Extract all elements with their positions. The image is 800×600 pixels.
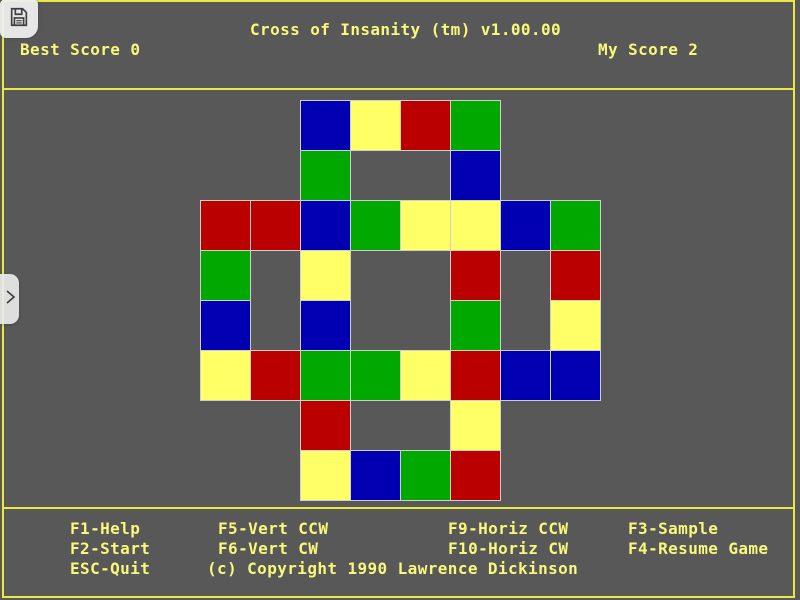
- board-cell: [500, 350, 551, 401]
- board-cell: [400, 350, 451, 401]
- board-cell: [450, 100, 501, 151]
- key-f6-vert-cw: F6-Vert CW: [218, 539, 319, 558]
- board-cell: [400, 200, 451, 251]
- board-cell: [550, 350, 601, 401]
- key-f2-start: F2-Start: [70, 539, 151, 558]
- board-cell: [200, 300, 251, 351]
- board-cell: [400, 100, 451, 151]
- board-cell: [300, 350, 351, 401]
- board-cell: [300, 300, 351, 351]
- board-cell: [450, 200, 501, 251]
- board-cell: [200, 250, 251, 301]
- key-f3-sample: F3-Sample: [628, 519, 719, 538]
- board-cell: [450, 450, 501, 501]
- board-cell: [350, 450, 401, 501]
- game-title: Cross of Insanity (tm) v1.00.00: [250, 20, 562, 39]
- board-cell: [250, 350, 301, 401]
- board-cell: [350, 350, 401, 401]
- board-cell: [450, 150, 501, 201]
- board-cell: [300, 250, 351, 301]
- key-esc-quit: ESC-Quit: [70, 559, 151, 578]
- chevron-right-icon: [3, 288, 17, 310]
- board-cell: [450, 300, 501, 351]
- sidebar-toggle[interactable]: [0, 274, 19, 324]
- board-cell: [550, 300, 601, 351]
- board-cell: [200, 200, 251, 251]
- copyright-text: (c) Copyright 1990 Lawrence Dickinson: [207, 559, 579, 578]
- board-cell: [300, 100, 351, 151]
- key-f9-horiz-ccw: F9-Horiz CCW: [448, 519, 569, 538]
- board-cell: [450, 350, 501, 401]
- board-cell: [300, 450, 351, 501]
- board-cell: [200, 350, 251, 401]
- best-score-text: Best Score 0: [20, 40, 141, 59]
- save-icon: [8, 6, 30, 32]
- board-cell: [300, 150, 351, 201]
- board-cell: [350, 100, 401, 151]
- board-cell: [350, 200, 401, 251]
- save-button[interactable]: [0, 0, 38, 38]
- header-divider: [2, 88, 795, 90]
- board-cell: [400, 450, 451, 501]
- board-cell: [250, 200, 301, 251]
- footer-divider: [2, 507, 795, 509]
- key-f4-resume-game: F4-Resume Game: [628, 539, 769, 558]
- board-cell: [300, 200, 351, 251]
- key-f10-horiz-cw: F10-Horiz CW: [448, 539, 569, 558]
- my-score-text: My Score 2: [598, 40, 699, 59]
- board-cell: [550, 250, 601, 301]
- board-cell: [450, 400, 501, 451]
- key-f1-help: F1-Help: [70, 519, 141, 538]
- key-f5-vert-ccw: F5-Vert CCW: [218, 519, 329, 538]
- board-cell: [500, 200, 551, 251]
- board-cell: [300, 400, 351, 451]
- board-cell: [550, 200, 601, 251]
- game-board: [200, 100, 601, 501]
- board-cell: [450, 250, 501, 301]
